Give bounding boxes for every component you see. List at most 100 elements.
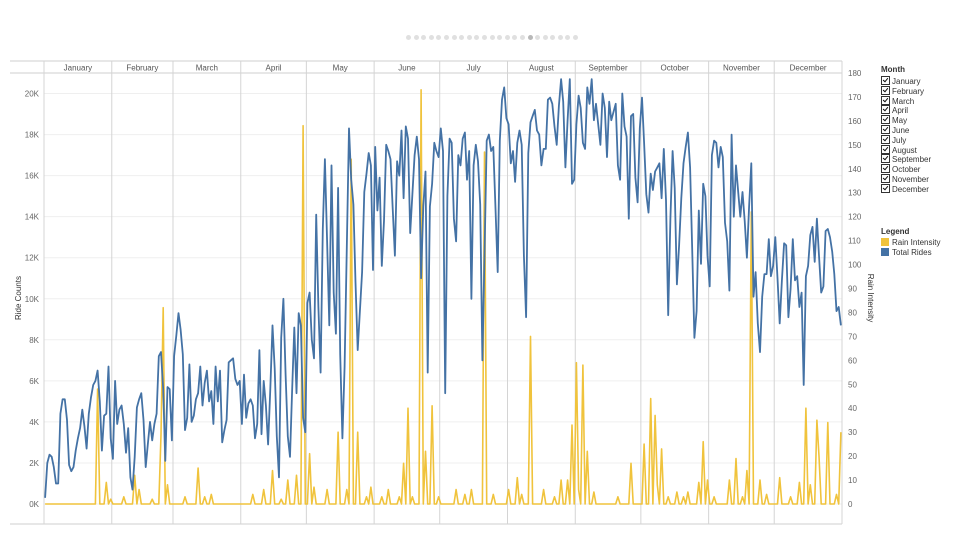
month-filter-item[interactable]: September bbox=[881, 154, 931, 164]
y-axis-label: Ride Counts bbox=[14, 276, 23, 320]
month-separators bbox=[43, 61, 843, 524]
series-legend: Legend Rain Intensity Total Rides bbox=[881, 227, 940, 258]
y-tick-label: 0K bbox=[29, 500, 39, 509]
month-header: May bbox=[333, 64, 348, 73]
month-filter-item[interactable]: February bbox=[881, 85, 931, 96]
page-dot[interactable] bbox=[573, 35, 579, 40]
page-dot[interactable] bbox=[519, 35, 525, 40]
month-filter-label: March bbox=[892, 96, 915, 106]
page-dot[interactable] bbox=[550, 35, 556, 40]
checkbox-checked-icon[interactable] bbox=[881, 144, 890, 154]
month-filter-item[interactable]: May bbox=[881, 115, 931, 125]
page-dot[interactable] bbox=[481, 35, 487, 40]
y-axis-left: 0K 2K 4K 6K 8K 10K 12K 14K 16K 18K 20K bbox=[25, 90, 40, 509]
page-dot[interactable] bbox=[504, 35, 510, 40]
month-header: August bbox=[529, 64, 555, 73]
page-dot[interactable] bbox=[436, 35, 442, 40]
checkbox-checked-icon[interactable] bbox=[881, 183, 890, 193]
line-rain-intensity bbox=[45, 89, 842, 505]
page-dot[interactable] bbox=[459, 35, 465, 40]
page-dot[interactable] bbox=[565, 35, 571, 40]
line-total-rides bbox=[44, 78, 842, 498]
month-filter-item[interactable]: December bbox=[881, 183, 931, 194]
month-filter-item[interactable]: June bbox=[881, 124, 931, 135]
y2-tick-label: 180 bbox=[848, 69, 862, 78]
y2-tick-label: 50 bbox=[848, 380, 857, 389]
y2-tick-label: 100 bbox=[848, 261, 862, 270]
checkbox-checked-icon[interactable] bbox=[881, 85, 890, 95]
checkbox-checked-icon[interactable] bbox=[881, 164, 890, 174]
series-total-rides bbox=[44, 78, 842, 498]
month-filter-label: December bbox=[892, 184, 929, 194]
legend-label-rides: Total Rides bbox=[892, 247, 932, 257]
y2-tick-label: 130 bbox=[848, 189, 862, 198]
month-header: November bbox=[723, 64, 760, 73]
y2-tick-label: 40 bbox=[848, 404, 857, 413]
page-dot[interactable] bbox=[406, 35, 411, 40]
checkbox-checked-icon[interactable] bbox=[881, 105, 890, 115]
page-dot[interactable] bbox=[497, 35, 503, 40]
month-filter-item[interactable]: October bbox=[881, 164, 931, 174]
month-filter-item[interactable]: November bbox=[881, 173, 931, 184]
y-tick-label: 16K bbox=[25, 172, 40, 181]
month-filter-item[interactable]: January bbox=[881, 76, 931, 86]
y2-tick-label: 120 bbox=[848, 213, 862, 222]
y2-tick-label: 10 bbox=[848, 476, 857, 485]
month-filter-label: October bbox=[892, 165, 921, 175]
page-dot[interactable] bbox=[512, 35, 518, 40]
month-header: January bbox=[64, 64, 92, 73]
page-dot[interactable] bbox=[535, 35, 541, 40]
month-filter-label: June bbox=[892, 125, 910, 135]
page-dot[interactable] bbox=[428, 35, 434, 40]
month-filter-label: September bbox=[892, 155, 932, 165]
y-tick-label: 6K bbox=[29, 377, 39, 386]
month-header: June bbox=[398, 64, 416, 73]
month-filter-item[interactable]: July bbox=[881, 134, 931, 145]
checkbox-checked-icon[interactable] bbox=[881, 134, 890, 144]
checkbox-checked-icon[interactable] bbox=[881, 173, 890, 183]
legend-item-rain[interactable]: Rain Intensity bbox=[881, 238, 940, 248]
y-tick-label: 14K bbox=[25, 213, 40, 222]
series-legend-title: Legend bbox=[881, 227, 910, 236]
y2-tick-label: 110 bbox=[848, 237, 861, 246]
month-filter-item[interactable]: April bbox=[881, 105, 931, 115]
month-filter-item[interactable]: March bbox=[881, 95, 931, 106]
y-tick-label: 12K bbox=[25, 254, 40, 263]
month-header: September bbox=[588, 64, 627, 73]
page-indicator-dots[interactable] bbox=[406, 35, 581, 41]
page-dot[interactable] bbox=[542, 35, 548, 40]
y-tick-label: 8K bbox=[29, 336, 39, 345]
checkbox-checked-icon[interactable] bbox=[881, 95, 890, 105]
page-dot[interactable] bbox=[557, 35, 563, 40]
y-tick-label: 20K bbox=[25, 90, 40, 99]
y-axis-right: 0 10 20 30 40 50 60 70 80 90 100 110 120 130 140 150 160… bbox=[848, 69, 862, 509]
page-dot[interactable] bbox=[421, 35, 427, 40]
page-dot[interactable] bbox=[451, 35, 457, 40]
checkbox-checked-icon[interactable] bbox=[881, 154, 890, 164]
y-tick-label: 10K bbox=[25, 295, 40, 304]
month-filter-item[interactable]: August bbox=[881, 144, 931, 155]
y-tick-label: 4K bbox=[29, 418, 39, 427]
y2-tick-label: 90 bbox=[848, 285, 857, 294]
page-dot[interactable] bbox=[466, 35, 472, 40]
y2-tick-label: 0 bbox=[848, 500, 853, 509]
checkbox-checked-icon[interactable] bbox=[881, 124, 890, 134]
y2-tick-label: 170 bbox=[848, 93, 862, 102]
y2-axis-label: Rain Intensity bbox=[866, 274, 875, 322]
month-header: December bbox=[790, 64, 827, 73]
month-header-labels: January February March April May June July Augu… bbox=[64, 64, 827, 73]
y-tick-label: 18K bbox=[25, 131, 40, 140]
month-filter-label: November bbox=[892, 174, 929, 184]
page-dot[interactable] bbox=[527, 35, 533, 40]
month-filter-legend: Month January February March April May June Ju… bbox=[881, 65, 931, 194]
page-dot[interactable] bbox=[443, 35, 449, 40]
month-header: February bbox=[126, 64, 158, 73]
legend-item-rides[interactable]: Total Rides bbox=[881, 247, 940, 258]
checkbox-checked-icon[interactable] bbox=[881, 115, 890, 125]
page-dot[interactable] bbox=[489, 35, 495, 40]
page-dot[interactable] bbox=[474, 35, 480, 40]
month-filter-title: Month bbox=[881, 65, 905, 74]
checkbox-checked-icon[interactable] bbox=[881, 76, 890, 85]
page-dot[interactable] bbox=[413, 35, 419, 40]
